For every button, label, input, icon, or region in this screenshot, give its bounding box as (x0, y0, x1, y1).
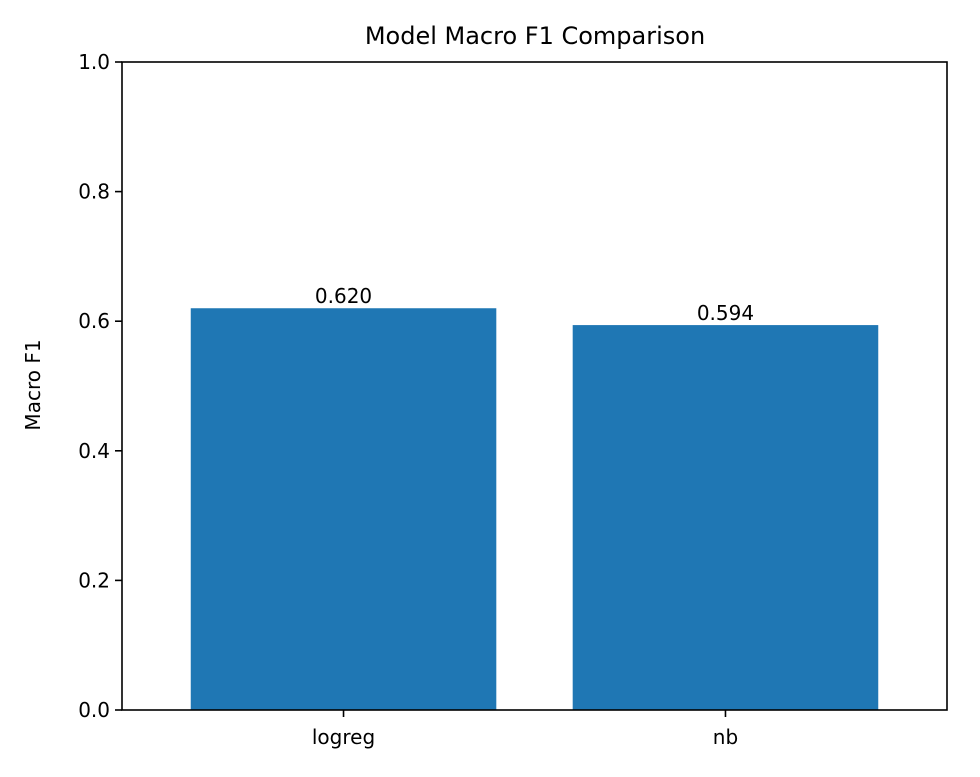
bar-nb (572, 325, 879, 710)
x-tick-label: logreg (312, 725, 375, 749)
y-tick-label: 0.8 (78, 180, 110, 204)
data-label-nb: 0.594 (697, 301, 754, 325)
y-tick-label: 1.0 (78, 50, 110, 74)
y-axis-label: Macro F1 (21, 339, 45, 430)
data-label-logreg: 0.620 (315, 284, 372, 308)
x-tick-label: nb (713, 725, 738, 749)
plot-frame (121, 61, 948, 711)
data-labels-group: 0.620 0.594 (315, 284, 754, 325)
y-tick-label: 0.0 (78, 698, 110, 722)
y-axis-ticks: 0.0 0.2 0.4 0.6 0.8 1.0 (78, 50, 122, 722)
y-tick-label: 0.6 (78, 309, 110, 333)
bars-group (190, 308, 879, 710)
chart-title: Model Macro F1 Comparison (365, 22, 705, 50)
y-tick-label: 0.4 (78, 439, 110, 463)
bar-logreg (190, 308, 497, 710)
y-tick-label: 0.2 (78, 568, 110, 592)
x-axis-ticks: logreg nb (312, 710, 738, 749)
